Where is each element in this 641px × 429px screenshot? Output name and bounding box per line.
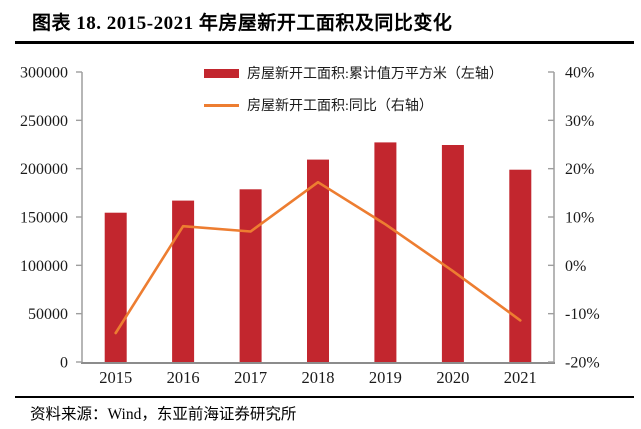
bar-2021	[509, 169, 532, 362]
bar-2018	[307, 159, 329, 362]
left-axis-tick-label: 250000	[20, 113, 68, 130]
left-axis-tick-label: 50000	[28, 306, 68, 323]
right-axis-tick-label: 0%	[565, 258, 586, 275]
legend-label-line-series: 房屋新开工面积:同比（右轴）	[247, 99, 433, 114]
figure-title: 图表 18. 2015-2021 年房屋新开工面积及同比变化	[32, 13, 453, 34]
bar-2017	[239, 189, 262, 362]
left-axis-tick-label: 200000	[20, 161, 68, 178]
footer-divider	[15, 396, 634, 398]
right-axis-tick-label: 40%	[565, 65, 594, 82]
left-axis-tick-label: 150000	[20, 210, 68, 227]
x-axis-label-2016: 2016	[167, 368, 200, 387]
left-axis-tick-label: 0	[60, 355, 68, 372]
left-axis-tick-label: 300000	[20, 65, 68, 82]
bar-2016	[172, 200, 195, 362]
source-note: 资料来源：Wind，东亚前海证券研究所	[30, 406, 297, 423]
x-axis-label-2017: 2017	[234, 368, 267, 387]
x-axis-label-2015: 2015	[99, 368, 132, 387]
left-axis-tick-label: 100000	[20, 258, 68, 275]
yoy-line	[114, 180, 522, 335]
x-axis-label-2018: 2018	[302, 368, 335, 387]
right-axis-tick-label: -20%	[565, 355, 600, 372]
right-axis-tick-label: 10%	[565, 210, 594, 227]
bar-series-swatch-icon	[204, 68, 239, 78]
right-axis-tick-label: 30%	[565, 113, 594, 130]
right-axis-tick-label: -10%	[565, 306, 600, 323]
legend-item-bar-series: 房屋新开工面积:累计值万平方米（左轴）	[204, 63, 503, 83]
x-axis-label-2021: 2021	[504, 368, 537, 387]
line-series-swatch-icon	[204, 103, 239, 107]
legend-item-line-series: 房屋新开工面积:同比（右轴）	[204, 95, 503, 115]
bar-2015	[104, 212, 127, 362]
chart-legend: 房屋新开工面积:累计值万平方米（左轴） 房屋新开工面积:同比（右轴）	[204, 63, 503, 115]
title-divider	[15, 41, 634, 44]
x-axis-label-2019: 2019	[369, 368, 402, 387]
right-axis-tick-label: 20%	[565, 161, 594, 178]
x-axis-label-2020: 2020	[436, 368, 469, 387]
bar-2020	[441, 145, 464, 362]
bar-2019	[374, 142, 397, 362]
legend-label-bar-series: 房屋新开工面积:累计值万平方米（左轴）	[247, 67, 503, 82]
